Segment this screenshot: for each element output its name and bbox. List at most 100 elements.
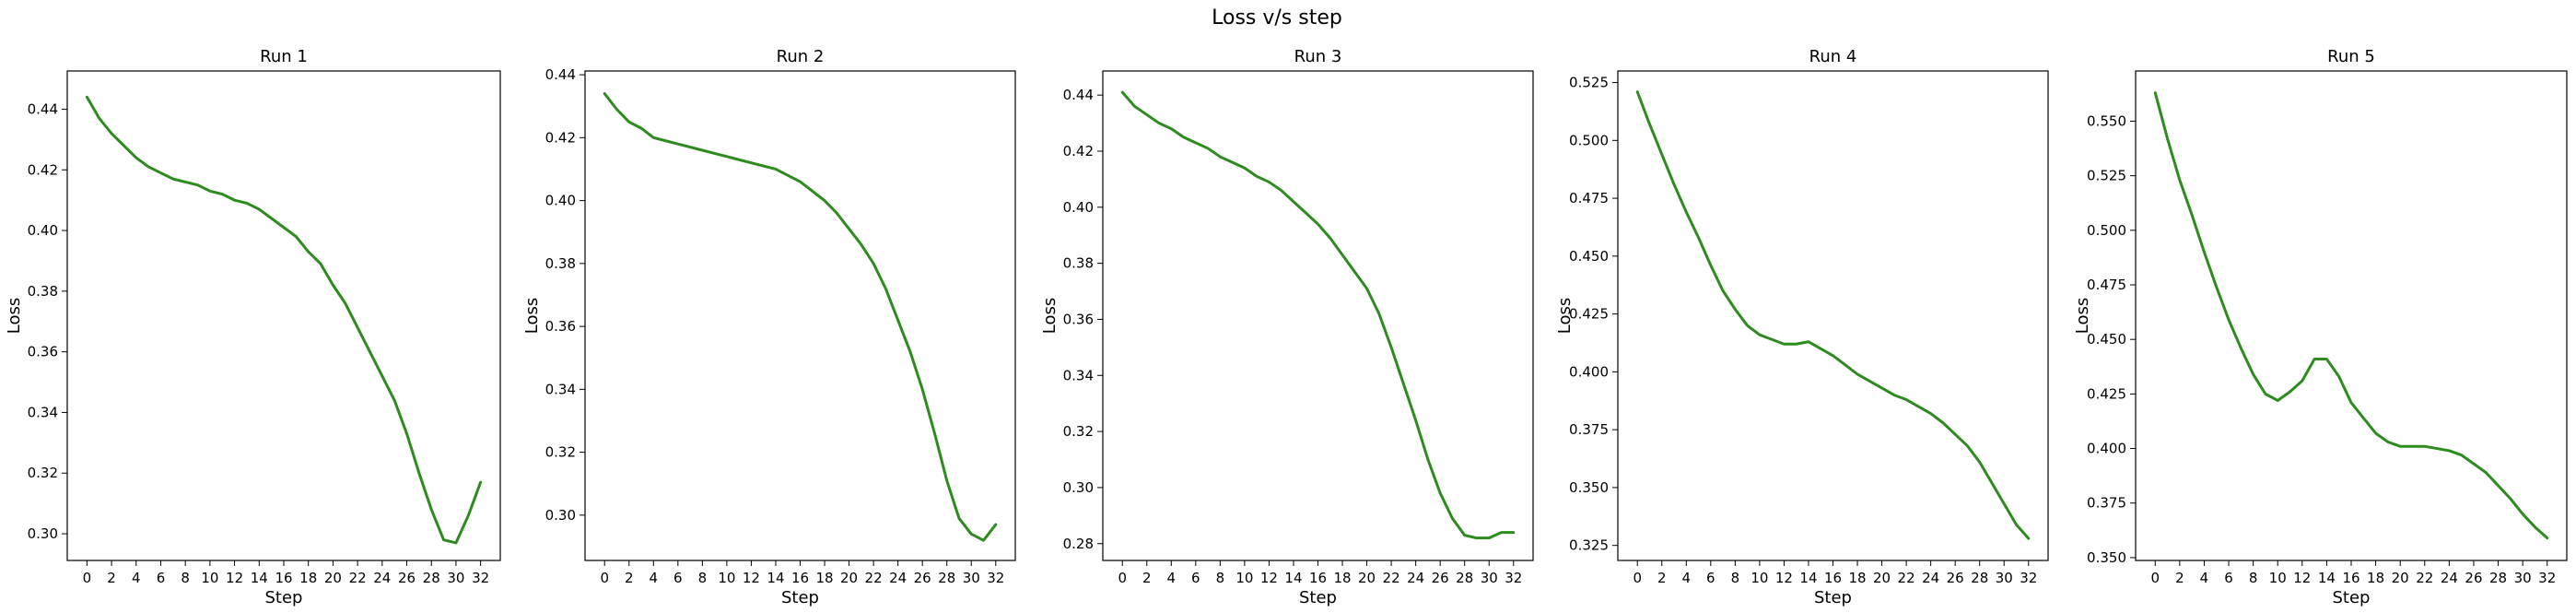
x-tick-label: 0 <box>83 570 92 586</box>
y-tick-label: 0.38 <box>545 255 576 272</box>
x-tick-label: 20 <box>1873 570 1891 586</box>
y-tick-label: 0.38 <box>28 283 58 300</box>
x-axis-label: Step <box>781 588 819 607</box>
x-tick-label: 18 <box>2367 570 2384 586</box>
y-tick-label: 0.38 <box>1063 255 1094 272</box>
x-tick-label: 26 <box>398 570 416 586</box>
x-tick-label: 32 <box>1505 570 1522 586</box>
x-tick-label: 24 <box>889 570 907 586</box>
y-tick-label: 0.30 <box>545 507 576 524</box>
y-tick-label: 0.500 <box>2087 222 2126 239</box>
x-tick-label: 10 <box>1235 570 1253 586</box>
x-tick-label: 8 <box>1216 570 1225 586</box>
x-tick-label: 16 <box>1824 570 1842 586</box>
subplot-title: Run 1 <box>260 47 308 66</box>
x-tick-label: 2 <box>107 570 116 586</box>
y-tick-label: 0.36 <box>1063 311 1094 327</box>
x-tick-label: 22 <box>1898 570 1915 586</box>
x-tick-label: 30 <box>447 570 464 586</box>
x-tick-label: 28 <box>1971 570 1988 586</box>
x-tick-label: 26 <box>914 570 931 586</box>
y-tick-label: 0.28 <box>1063 536 1094 552</box>
x-tick-label: 8 <box>698 570 708 586</box>
x-tick-label: 0 <box>1118 570 1127 586</box>
x-tick-label: 10 <box>1751 570 1768 586</box>
x-tick-label: 12 <box>1260 570 1278 586</box>
x-tick-label: 30 <box>1481 570 1498 586</box>
y-tick-label: 0.40 <box>545 193 576 209</box>
x-tick-label: 6 <box>1706 570 1715 586</box>
x-tick-label: 32 <box>2020 570 2037 586</box>
y-tick-label: 0.42 <box>545 129 576 146</box>
x-tick-label: 22 <box>865 570 883 586</box>
y-tick-label: 0.44 <box>545 66 576 83</box>
y-tick-label: 0.36 <box>545 318 576 335</box>
x-tick-label: 30 <box>963 570 980 586</box>
x-tick-label: 2 <box>625 570 634 586</box>
x-tick-label: 20 <box>2392 570 2409 586</box>
x-tick-label: 28 <box>2489 570 2507 586</box>
x-tick-label: 16 <box>1309 570 1327 586</box>
x-tick-label: 24 <box>1407 570 1424 586</box>
subplot-title: Run 2 <box>777 47 825 66</box>
x-tick-label: 2 <box>2175 570 2184 586</box>
x-tick-label: 22 <box>2416 570 2433 586</box>
y-tick-label: 0.525 <box>1569 75 1609 91</box>
x-tick-label: 22 <box>1383 570 1400 586</box>
x-tick-label: 14 <box>1284 570 1302 586</box>
y-tick-label: 0.36 <box>28 344 58 360</box>
x-tick-label: 26 <box>1947 570 1964 586</box>
x-tick-label: 4 <box>1167 570 1177 586</box>
x-tick-label: 20 <box>840 570 858 586</box>
subplot-title: Run 4 <box>1809 47 1857 66</box>
x-tick-label: 16 <box>791 570 809 586</box>
y-tick-label: 0.550 <box>2087 112 2126 129</box>
y-tick-label: 0.40 <box>1063 199 1094 216</box>
subplot-run-3: Run 30 2 4 6 8 10 12 14 16 18 20 22 24 26 28 30 320.280.… <box>1040 47 1534 607</box>
x-tick-label: 16 <box>275 570 292 586</box>
y-tick-label: 0.450 <box>2087 331 2126 348</box>
y-tick-label: 0.375 <box>1569 421 1609 438</box>
y-axis-label: Loss <box>522 298 542 334</box>
subplot-run-2: Run 20 2 4 6 8 10 12 14 16 18 20 22 24 26 28 30 320.300.… <box>522 47 1016 607</box>
y-axis-label: Loss <box>5 298 24 334</box>
y-tick-label: 0.425 <box>2087 385 2126 402</box>
y-tick-label: 0.34 <box>28 404 58 420</box>
x-tick-label: 10 <box>201 570 218 586</box>
loss-line <box>1120 90 1516 540</box>
loss-line <box>603 92 998 542</box>
x-tick-label: 20 <box>324 570 342 586</box>
loss-line <box>85 95 483 545</box>
subplot-run-5: Run 50 2 4 6 8 10 12 14 16 18 20 22 24 26 28 30 320.3500… <box>2073 47 2568 607</box>
y-tick-label: 0.44 <box>1063 87 1094 103</box>
x-tick-label: 6 <box>2224 570 2233 586</box>
y-tick-label: 0.42 <box>28 161 58 178</box>
y-tick-label: 0.42 <box>1063 143 1094 159</box>
x-tick-label: 12 <box>743 570 760 586</box>
y-tick-label: 0.32 <box>1063 423 1094 440</box>
y-tick-label: 0.34 <box>545 381 576 397</box>
x-tick-label: 0 <box>2150 570 2160 586</box>
y-tick-label: 0.450 <box>1569 248 1609 265</box>
axes-frame <box>1617 70 2049 561</box>
x-axis-label: Step <box>2333 588 2371 607</box>
y-tick-label: 0.350 <box>2087 549 2126 566</box>
x-tick-label: 30 <box>1996 570 2013 586</box>
x-axis-label: Step <box>1299 588 1337 607</box>
loss-line <box>2153 91 2549 540</box>
x-tick-label: 12 <box>1775 570 1793 586</box>
x-tick-label: 8 <box>181 570 190 586</box>
x-tick-label: 24 <box>2441 570 2458 586</box>
x-tick-label: 0 <box>600 570 609 586</box>
x-tick-label: 0 <box>1633 570 1642 586</box>
y-tick-label: 0.425 <box>1569 306 1609 323</box>
x-tick-label: 18 <box>299 570 317 586</box>
x-tick-label: 6 <box>157 570 166 586</box>
x-tick-label: 28 <box>423 570 440 586</box>
axes-frame <box>66 70 501 561</box>
y-tick-label: 0.350 <box>1569 479 1609 496</box>
y-tick-label: 0.400 <box>2087 441 2126 457</box>
y-tick-label: 0.30 <box>1063 479 1094 496</box>
x-tick-label: 2 <box>1657 570 1667 586</box>
